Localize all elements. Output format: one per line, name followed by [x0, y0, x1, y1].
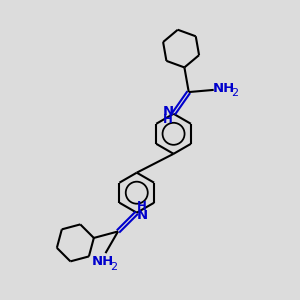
- Text: NH: NH: [92, 256, 114, 268]
- Text: N: N: [163, 105, 174, 118]
- Text: N: N: [136, 208, 148, 222]
- Text: 2: 2: [110, 262, 117, 272]
- Text: NH: NH: [213, 82, 235, 94]
- Text: 2: 2: [231, 88, 238, 98]
- Text: H: H: [163, 113, 173, 126]
- Text: H: H: [137, 200, 147, 213]
